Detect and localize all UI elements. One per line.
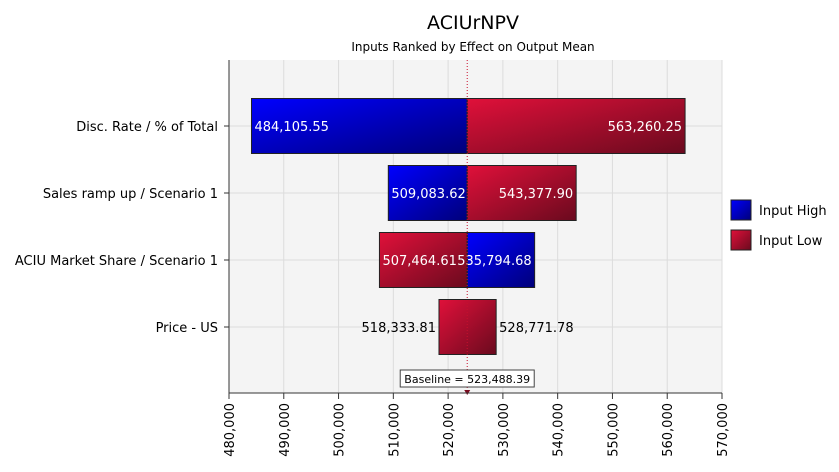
x-tick-label: 560,000: [661, 403, 676, 457]
data-label-high: 563,260.25: [608, 120, 682, 135]
bar-segment-left: [387, 165, 468, 221]
data-label-high: 528,771.78: [499, 321, 573, 336]
baseline-label: Baseline = 523,488.39: [404, 373, 530, 386]
x-tick-label: 510,000: [387, 403, 402, 457]
legend-swatch: [730, 199, 752, 221]
x-tick-label: 520,000: [442, 403, 457, 457]
x-tick-label: 500,000: [333, 403, 348, 457]
y-category-label: Price - US: [156, 321, 218, 336]
data-label-high: 543,377.90: [499, 187, 573, 202]
bar-segment-right: [466, 232, 536, 288]
chart-subtitle: Inputs Ranked by Effect on Output Mean: [351, 40, 594, 54]
data-label-low: 518,333.81: [362, 321, 436, 336]
legend-label: Input Low: [759, 234, 823, 249]
y-category-label: ACIU Market Share / Scenario 1: [15, 254, 218, 269]
data-label-high: 535,794.68: [457, 254, 531, 269]
x-tick-label: 540,000: [552, 403, 567, 457]
legend-label: Input High: [759, 204, 827, 219]
x-tick-label: 570,000: [716, 403, 731, 457]
y-category-label: Sales ramp up / Scenario 1: [43, 187, 218, 202]
x-tick-label: 530,000: [497, 403, 512, 457]
y-category-label: Disc. Rate / % of Total: [76, 120, 218, 135]
x-tick-label: 490,000: [278, 403, 293, 457]
chart-title: ACIUrNPV: [427, 12, 519, 34]
bar-segment-left: [250, 98, 468, 154]
bar-segment-right: [466, 165, 577, 221]
x-tick-label: 480,000: [223, 403, 238, 457]
baseline-label-box: [399, 369, 535, 388]
data-label-low: 507,464.61: [382, 254, 456, 269]
data-label-low: 484,105.55: [254, 120, 328, 135]
data-label-low: 509,083.62: [391, 187, 465, 202]
x-tick-label: 550,000: [606, 403, 621, 457]
legend-swatch: [730, 229, 752, 251]
